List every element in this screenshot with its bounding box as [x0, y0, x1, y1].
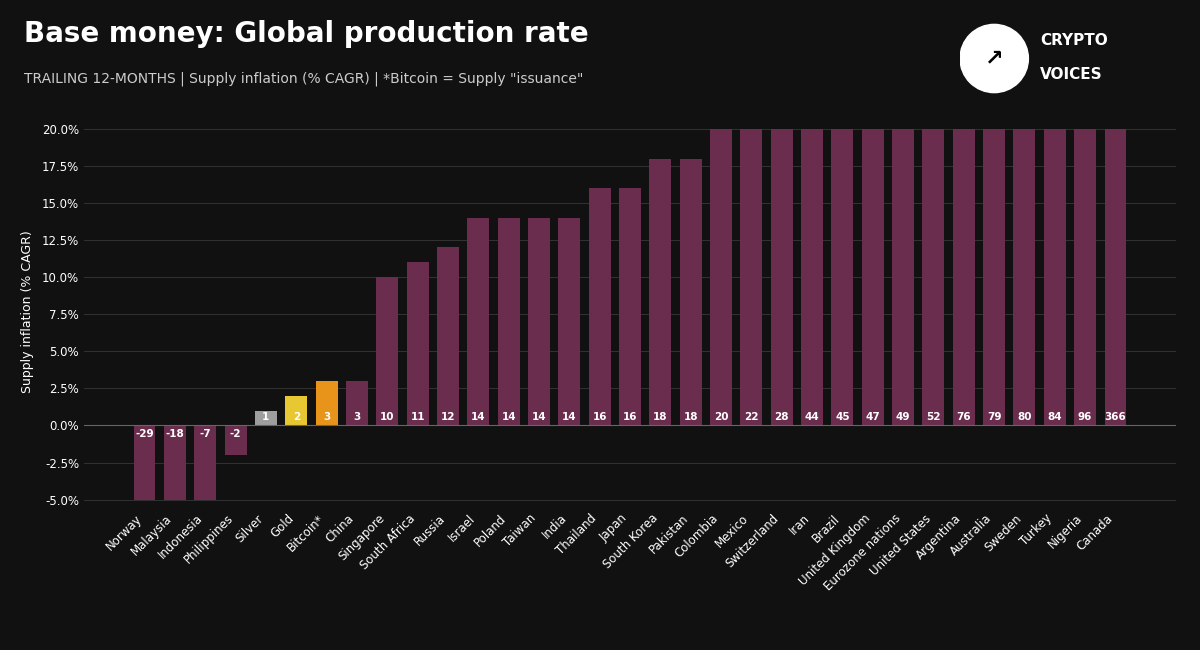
Text: 79: 79: [986, 411, 1001, 422]
Text: 2: 2: [293, 411, 300, 422]
Bar: [832, 129, 853, 426]
Text: 52: 52: [926, 411, 941, 422]
Bar: [802, 129, 823, 426]
Text: -7: -7: [199, 429, 211, 439]
Text: 49: 49: [896, 411, 911, 422]
Bar: [316, 381, 337, 426]
Bar: [377, 277, 398, 426]
Bar: [679, 159, 702, 426]
Text: 84: 84: [1048, 411, 1062, 422]
Bar: [346, 381, 368, 426]
Text: 28: 28: [774, 411, 788, 422]
Text: 18: 18: [684, 411, 698, 422]
Bar: [862, 129, 883, 426]
Bar: [710, 129, 732, 426]
Text: -18: -18: [166, 429, 185, 439]
Y-axis label: Supply inflation (% CAGR): Supply inflation (% CAGR): [20, 231, 34, 393]
Bar: [953, 129, 974, 426]
Text: -2: -2: [230, 429, 241, 439]
Text: 22: 22: [744, 411, 758, 422]
Bar: [407, 263, 428, 426]
Text: 366: 366: [1104, 411, 1127, 422]
Bar: [467, 218, 490, 426]
Text: 14: 14: [470, 411, 486, 422]
Text: 20: 20: [714, 411, 728, 422]
Text: 14: 14: [562, 411, 577, 422]
Text: 18: 18: [653, 411, 667, 422]
Text: 1: 1: [263, 411, 270, 422]
Bar: [558, 218, 581, 426]
Bar: [1014, 129, 1036, 426]
Text: -29: -29: [136, 429, 154, 439]
Bar: [923, 129, 944, 426]
Bar: [983, 129, 1006, 426]
Bar: [224, 426, 246, 455]
Bar: [892, 129, 914, 426]
Circle shape: [960, 24, 1028, 92]
Bar: [1044, 129, 1066, 426]
Bar: [498, 218, 520, 426]
Text: 80: 80: [1018, 411, 1032, 422]
Text: 10: 10: [380, 411, 395, 422]
Text: 96: 96: [1078, 411, 1092, 422]
Text: 3: 3: [353, 411, 360, 422]
Text: 3: 3: [323, 411, 330, 422]
Bar: [1104, 129, 1127, 426]
Bar: [740, 129, 762, 426]
Bar: [254, 411, 277, 426]
Text: 11: 11: [410, 411, 425, 422]
Bar: [589, 188, 611, 426]
Bar: [164, 426, 186, 500]
Bar: [770, 129, 793, 426]
Text: 47: 47: [865, 411, 880, 422]
Bar: [133, 426, 156, 500]
Text: Base money: Global production rate: Base money: Global production rate: [24, 20, 589, 47]
Bar: [528, 218, 550, 426]
Text: 44: 44: [805, 411, 820, 422]
Text: TRAILING 12-MONTHS | Supply inflation (% CAGR) | *Bitcoin = Supply "issuance": TRAILING 12-MONTHS | Supply inflation (%…: [24, 72, 583, 86]
Bar: [194, 426, 216, 500]
Text: 16: 16: [593, 411, 607, 422]
Text: 76: 76: [956, 411, 971, 422]
Text: 14: 14: [532, 411, 546, 422]
Text: 16: 16: [623, 411, 637, 422]
Text: CRYPTO: CRYPTO: [1039, 32, 1108, 48]
Bar: [1074, 129, 1096, 426]
Bar: [437, 248, 458, 426]
Text: 12: 12: [440, 411, 455, 422]
Text: ↗: ↗: [985, 49, 1003, 68]
Text: VOICES: VOICES: [1039, 67, 1103, 82]
Text: 45: 45: [835, 411, 850, 422]
Bar: [649, 159, 671, 426]
Bar: [286, 396, 307, 426]
Bar: [619, 188, 641, 426]
Text: 14: 14: [502, 411, 516, 422]
